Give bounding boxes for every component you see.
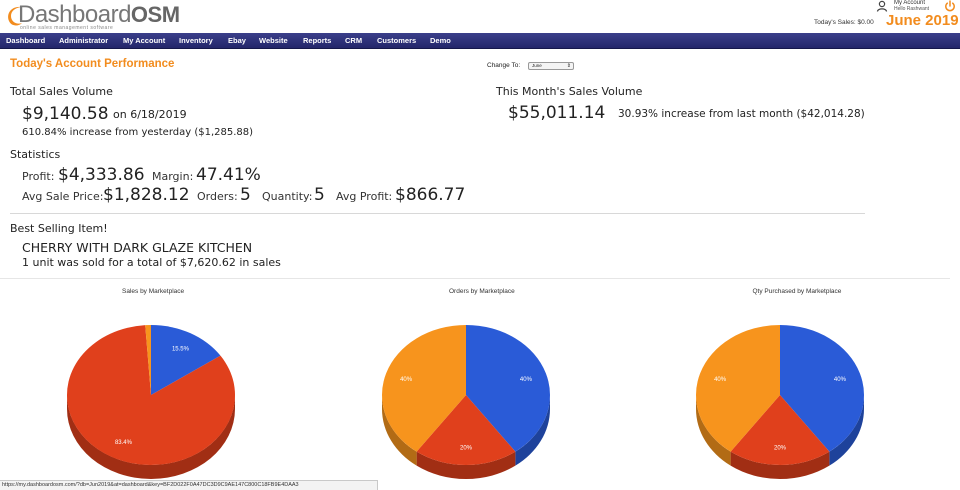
- pie-slice[interactable]: [67, 325, 235, 465]
- main-nav: Dashboard Administrator My Account Inven…: [0, 33, 960, 49]
- quantity-value: 5: [314, 185, 325, 205]
- logo[interactable]: DashboardOSM online sales management sof…: [4, 1, 180, 31]
- pie-slice[interactable]: [151, 325, 221, 395]
- nav-website[interactable]: Website: [259, 36, 288, 45]
- pie-slice-label: 40%: [520, 377, 533, 383]
- chart-title: Sales by Marketplace: [122, 288, 185, 295]
- nav-ebay[interactable]: Ebay: [228, 36, 246, 45]
- account-label: My Account: [894, 0, 926, 6]
- section-title: Today's Account Performance: [10, 58, 175, 70]
- nav-inventory[interactable]: Inventory: [179, 36, 213, 45]
- pie-slice[interactable]: [466, 325, 550, 452]
- power-icon[interactable]: [944, 0, 956, 12]
- my-account-link[interactable]: My Account Hello Rashwant: [876, 0, 936, 14]
- orders-by-marketplace-chart: 40% 20% 40%: [382, 325, 550, 480]
- divider: [10, 213, 865, 214]
- chart-title: Orders by Marketplace: [449, 288, 515, 295]
- select-arrows-icon: ⇕: [566, 63, 571, 69]
- margin-value: 47.41%: [196, 165, 261, 185]
- pie-slice-label: 40%: [714, 377, 727, 383]
- pie-slice[interactable]: [382, 325, 466, 452]
- header: DashboardOSM online sales management sof…: [0, 0, 960, 33]
- best-selling-detail: 1 unit was sold for a total of $7,620.62…: [22, 256, 281, 269]
- avg-sale-label: Avg Sale Price:: [22, 190, 104, 203]
- pie-slice-side: [382, 395, 417, 466]
- pie-slice-side: [730, 451, 830, 480]
- pie-slice-side: [829, 395, 864, 466]
- pie-slice-side: [416, 451, 516, 480]
- quantity-label: Quantity:: [262, 190, 313, 203]
- change-to-label: Change To:: [487, 62, 521, 69]
- status-bar-url: https://my.dashboardosm.com/?db=Jun2019&…: [0, 480, 378, 490]
- logo-swoosh-icon: [8, 6, 22, 26]
- profit-value: $4,333.86: [58, 165, 145, 185]
- month-sales-change-text: from last month ($42,014.28): [708, 108, 865, 120]
- pie-slice[interactable]: [145, 325, 151, 395]
- total-sales-amount: $9,140.58: [22, 104, 109, 124]
- pie-slice-side: [696, 395, 731, 466]
- best-selling-label: Best Selling Item!: [10, 222, 108, 235]
- month-sales-change: 30.93% increase from last month ($42,014…: [618, 108, 865, 120]
- orders-value: 5: [240, 185, 251, 205]
- month-title: June 2019: [886, 12, 959, 29]
- pie-slice[interactable]: [780, 325, 864, 452]
- user-icon: [876, 0, 888, 12]
- pie-slice-label: 40%: [834, 377, 847, 383]
- pie-slice-side: [67, 395, 235, 479]
- chart-title: Qty Purchased by Marketplace: [752, 288, 842, 295]
- nav-administrator[interactable]: Administrator: [59, 36, 109, 45]
- pie-slice-label: 20%: [774, 446, 787, 452]
- avg-profit-value: $866.77: [395, 185, 466, 205]
- divider: [0, 278, 950, 279]
- logo-text: DashboardOSM: [18, 1, 180, 28]
- total-sales-change-text: from yesterday ($1,285.88): [115, 127, 254, 138]
- avg-sale-value: $1,828.12: [103, 185, 190, 205]
- month-sales-amount: $55,011.14: [508, 103, 606, 123]
- total-sales-date: on 6/18/2019: [113, 108, 187, 121]
- nav-my-account[interactable]: My Account: [123, 36, 166, 45]
- nav-reports[interactable]: Reports: [303, 36, 332, 45]
- qty-purchased-by-marketplace-chart: 40% 20% 40%: [696, 325, 864, 480]
- best-selling-item-name: CHERRY WITH DARK GLAZE KITCHEN: [22, 240, 253, 255]
- pie-slice-label: 15.5%: [172, 347, 190, 353]
- total-sales-label: Total Sales Volume: [10, 85, 113, 98]
- total-sales-change: 610.84% increase from yesterday ($1,285.…: [22, 127, 253, 138]
- orders-label: Orders:: [197, 190, 238, 203]
- total-sales-change-pct: 610.84% increase: [22, 127, 112, 138]
- pie-slice-label: 83.4%: [115, 440, 133, 446]
- sales-by-marketplace-chart: 15.5% 83.4%: [67, 325, 235, 479]
- pie-slice-side: [515, 395, 550, 466]
- nav-customers[interactable]: Customers: [377, 36, 417, 45]
- pie-slice[interactable]: [416, 395, 516, 465]
- margin-label: Margin:: [152, 170, 194, 183]
- pie-slice-label: 20%: [460, 446, 473, 452]
- account-greeting: Hello Rashwant: [894, 6, 930, 12]
- statistics-label: Statistics: [10, 148, 61, 161]
- todays-sales: Today's Sales: $0.00: [814, 19, 874, 26]
- avg-profit-label: Avg Profit:: [336, 190, 393, 203]
- pie-slice[interactable]: [730, 395, 830, 465]
- pie-slice[interactable]: [696, 325, 780, 452]
- month-select[interactable]: June ⇕: [528, 62, 574, 70]
- nav-crm[interactable]: CRM: [345, 36, 363, 45]
- nav-demo[interactable]: Demo: [430, 36, 451, 45]
- profit-label: Profit:: [22, 170, 55, 183]
- pie-slice-label: 40%: [400, 377, 413, 383]
- month-sales-label: This Month's Sales Volume: [496, 85, 643, 98]
- logo-tagline: online sales management software: [20, 25, 114, 31]
- month-sales-change-pct: 30.93% increase: [618, 108, 706, 120]
- nav-dashboard[interactable]: Dashboard: [6, 36, 46, 45]
- month-select-value: June: [532, 63, 542, 68]
